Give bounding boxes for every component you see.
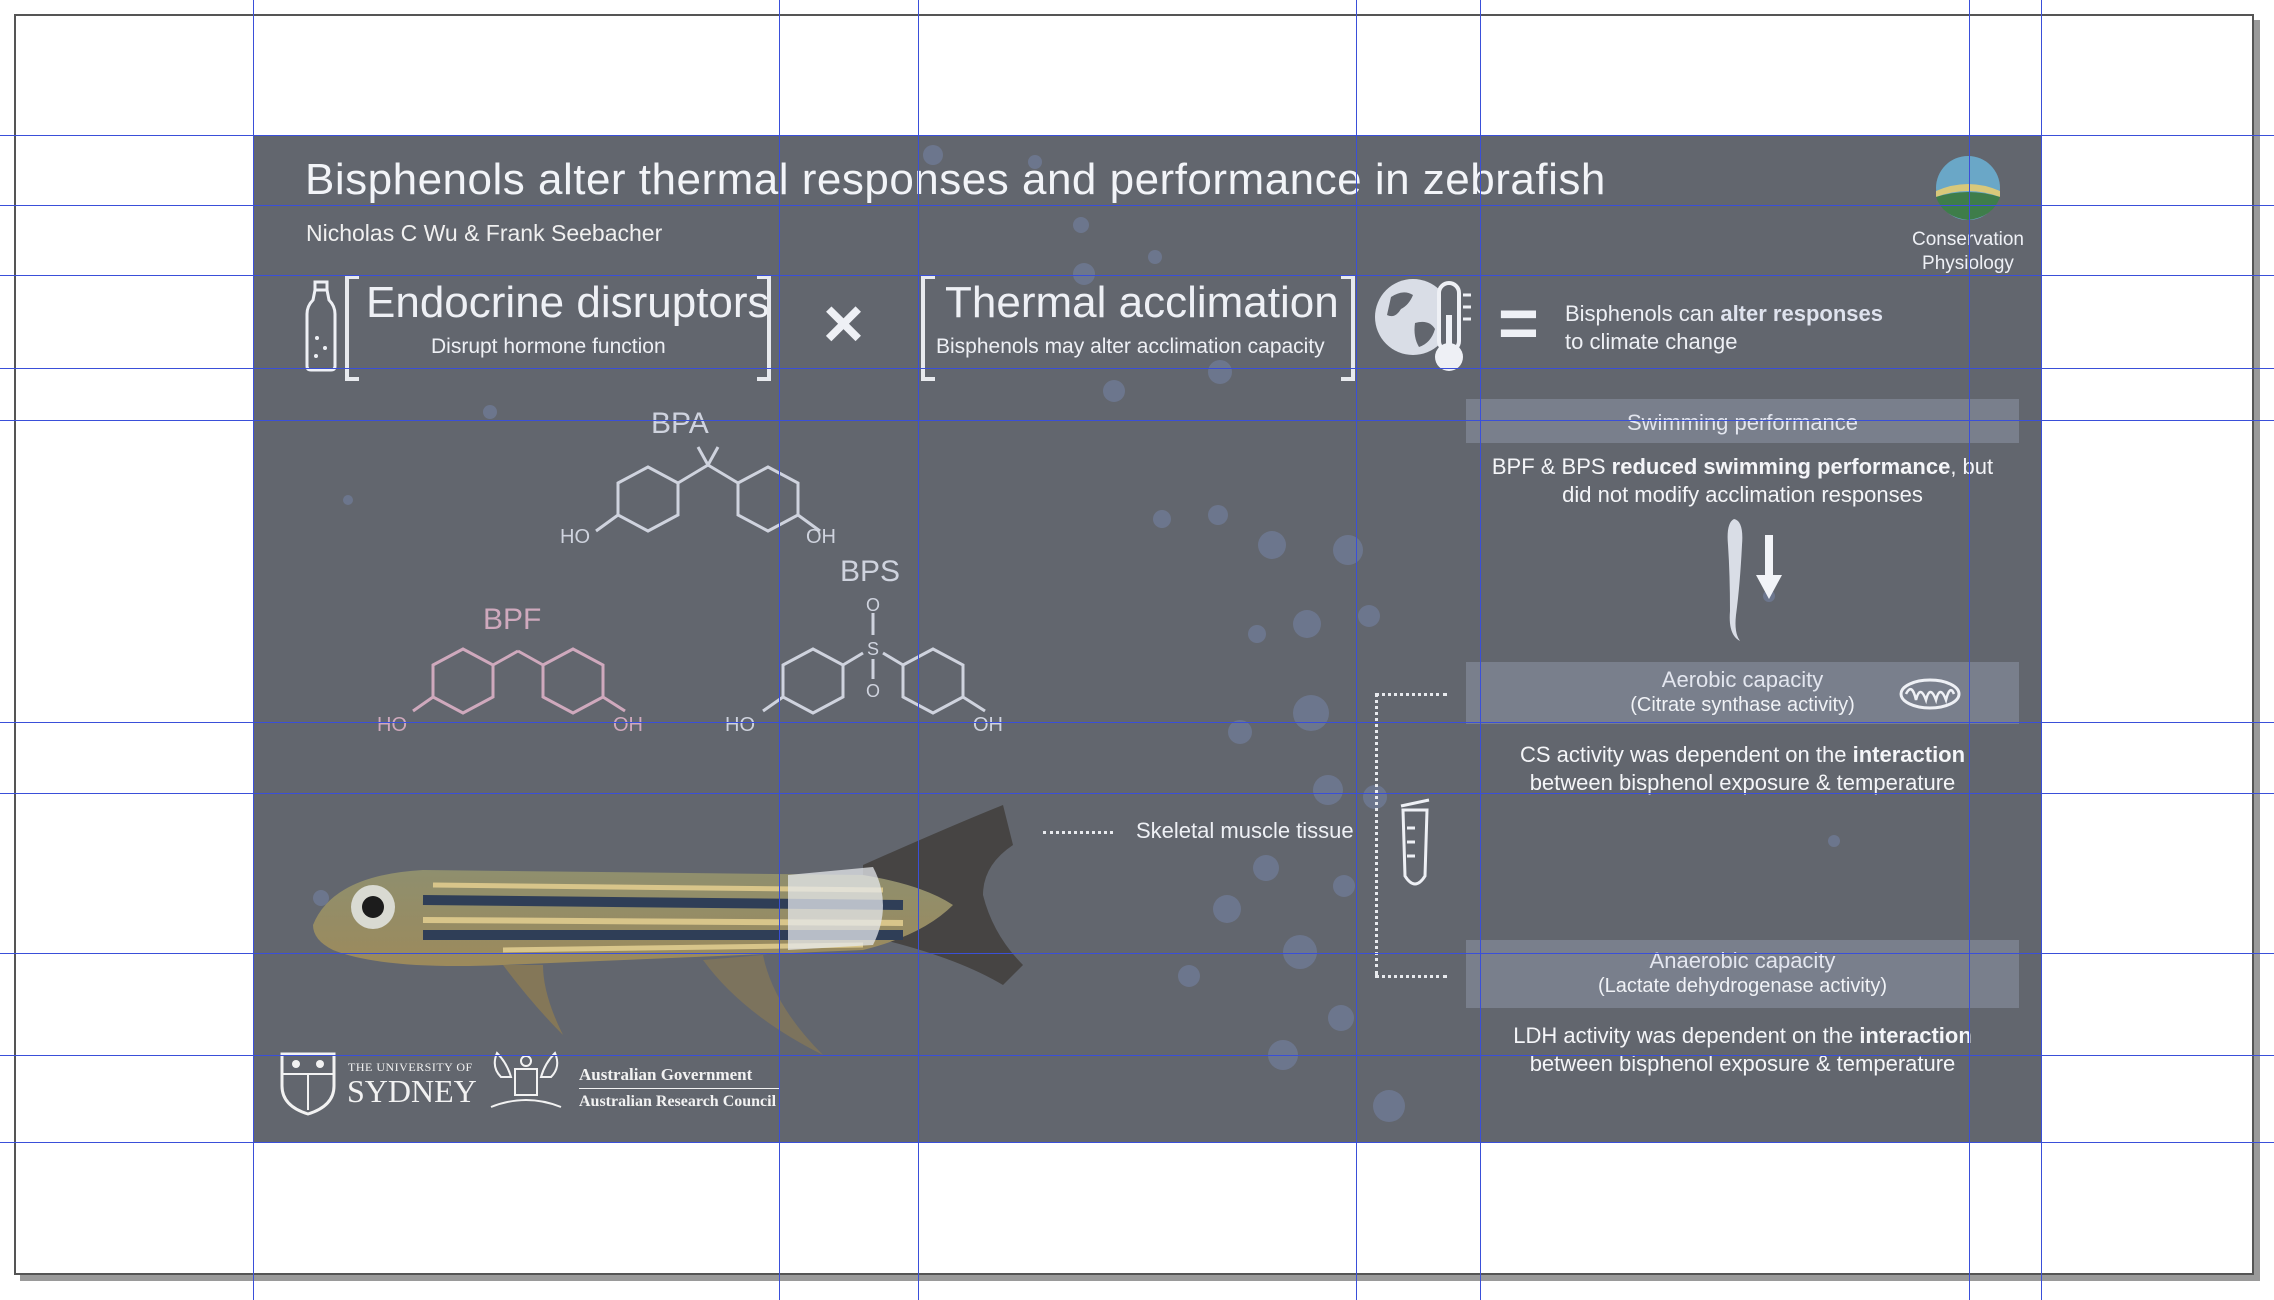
bps-o-bottom: O [866, 681, 880, 701]
conclusion-prefix: Bisphenols can [1565, 301, 1721, 326]
gov-text: Australian Government [579, 1065, 753, 1084]
authors: Nicholas C Wu & Frank Seebacher [306, 220, 663, 246]
muscle-pointer-line [1043, 831, 1113, 834]
swimming-fish-decrease-icon [1727, 519, 1782, 641]
university-crest-icon [280, 1052, 336, 1116]
concept1-title: Endocrine disruptors [366, 278, 770, 327]
swimming-header-band [1466, 399, 2019, 443]
bps-o-top: O [866, 595, 880, 615]
connector-vertical [1375, 693, 1378, 975]
left-bracket [921, 275, 935, 381]
arc-text: Australian Research Council [579, 1093, 777, 1110]
concept2-title: Thermal acclimation [945, 278, 1339, 327]
aerobic-body-bold: interaction [1852, 742, 1966, 767]
bps-structure: O S O HO OH [725, 595, 1003, 735]
conclusion-text: Bisphenols can alter responses to climat… [1565, 300, 1883, 356]
anaerobic-header: Anaerobic capacity [1649, 948, 1836, 973]
usyd-name: SYDNEY [347, 1073, 477, 1109]
anaerobic-header-band [1466, 940, 2019, 1008]
bpa-label: BPA [651, 407, 709, 440]
conservation-physiology-logo: Conservation Physiology [1898, 155, 2038, 285]
bpf-ho-label: HO [377, 714, 407, 736]
anaerobic-body-pre: LDH activity was dependent on the [1513, 1023, 1860, 1048]
concept1-subtitle: Disrupt hormone function [431, 335, 666, 358]
journal-logo-icon [1936, 156, 2000, 220]
conclusion-highlight: alter responses [1720, 301, 1883, 326]
bps-ho-label: HO [725, 714, 755, 735]
times-operator: × [823, 284, 864, 362]
journal-name-line2: Physiology [1922, 253, 2014, 274]
conclusion-line2: to climate change [1565, 329, 1738, 354]
left-bracket [345, 275, 359, 381]
bpf-label: BPF [483, 603, 542, 636]
slide-canvas[interactable]: Bisphenols alter thermal responses and p… [253, 135, 2041, 1142]
test-tube-icon [1400, 798, 1430, 886]
concept2-subtitle: Bisphenols may alter acclimation capacit… [936, 335, 1325, 358]
bps-s-label: S [867, 639, 879, 659]
swimming-body-post: , but [1950, 454, 1994, 479]
bpa-ho-label: HO [560, 526, 590, 548]
bpa-oh-label: OH [806, 526, 836, 548]
usyd-small-text: THE UNIVERSITY OF [348, 1060, 473, 1074]
aerobic-subheader: (Citrate synthase activity) [1630, 694, 1855, 716]
aerobic-body-line2: between bisphenol exposure & temperature [1529, 770, 1956, 795]
bps-oh-label: OH [973, 714, 1003, 735]
bps-label: BPS [840, 555, 901, 588]
swimming-body: BPF & BPS reduced swimming performance, … [1466, 453, 2019, 509]
right-bracket [1341, 275, 1355, 381]
bottle-icon [305, 280, 337, 372]
fish-tissue-label: Skeletal muscle tissue [1136, 818, 1354, 843]
anaerobic-body-bold: interaction [1859, 1023, 1972, 1048]
bpa-structure: HO OH [560, 446, 836, 548]
logo-divider [579, 1088, 779, 1089]
connector-bottom [1375, 975, 1447, 978]
swimming-body-bold: reduced swimming performance [1611, 454, 1951, 479]
right-bracket [757, 275, 771, 381]
aerobic-header: Aerobic capacity [1661, 667, 1824, 692]
anaerobic-body-line2: between bisphenol exposure & temperature [1529, 1051, 1956, 1076]
aerobic-body-pre: CS activity was dependent on the [1519, 742, 1853, 767]
aerobic-body: CS activity was dependent on the interac… [1466, 741, 2019, 797]
swimming-body-pre: BPF & BPS [1491, 454, 1612, 479]
aerobic-header-band [1466, 662, 2019, 724]
zebrafish-illustration [313, 805, 1023, 1055]
globe-thermometer-icon [1375, 279, 1471, 371]
equals-operator: = [1498, 284, 1539, 362]
journal-name-line1: Conservation [1912, 229, 2024, 250]
connector-top [1375, 693, 1447, 696]
anaerobic-body: LDH activity was dependent on the intera… [1466, 1022, 2019, 1078]
anaerobic-subheader: (Lactate dehydrogenase activity) [1597, 975, 1888, 997]
coat-of-arms-icon [490, 1051, 562, 1108]
slide-title: Bisphenols alter thermal responses and p… [305, 155, 1606, 204]
mitochondria-icon [1899, 678, 1961, 710]
swimming-body-line2: did not modify acclimation responses [1562, 482, 1923, 507]
bpf-structure: HO OH [377, 647, 643, 736]
swimming-header: Swimming performance [1626, 410, 1859, 435]
bpf-oh-label: OH [613, 714, 643, 736]
